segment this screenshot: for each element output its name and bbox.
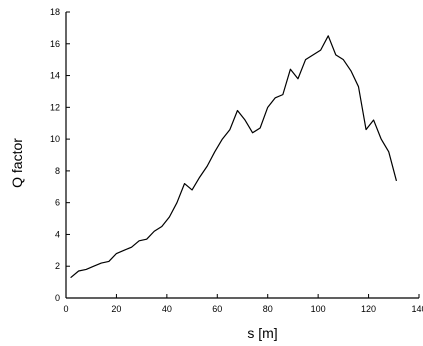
y-tick-label: 14 bbox=[50, 71, 60, 81]
x-tick-label: 140 bbox=[411, 304, 423, 314]
y-tick-label: 4 bbox=[55, 229, 60, 239]
axes bbox=[65, 12, 419, 299]
y-tick-label: 8 bbox=[55, 166, 60, 176]
series-line-1 bbox=[70, 35, 397, 278]
x-tick-label: 0 bbox=[63, 304, 68, 314]
y-tick-label: 10 bbox=[50, 134, 60, 144]
x-tick-label: 100 bbox=[311, 304, 326, 314]
x-tick-label: 40 bbox=[162, 304, 172, 314]
y-tick-label: 12 bbox=[50, 102, 60, 112]
y-axis-label: Q factor bbox=[9, 138, 25, 188]
y-tick-label: 2 bbox=[55, 261, 60, 271]
y-tick-label: 6 bbox=[55, 198, 60, 208]
x-tick-label: 80 bbox=[263, 304, 273, 314]
ticks: 0 20 40 60 80 100 120 140 0 2 4 6 8 10 12 14 16 18 bbox=[50, 7, 423, 314]
y-tick-label: 18 bbox=[50, 7, 60, 17]
y-tick-label: 16 bbox=[50, 39, 60, 49]
y-tick-label: 0 bbox=[55, 293, 60, 303]
series-layer bbox=[70, 35, 397, 278]
x-tick-label: 120 bbox=[361, 304, 376, 314]
x-tick-label: 60 bbox=[212, 304, 222, 314]
x-axis-label: s [m] bbox=[247, 325, 277, 341]
x-tick-label: 20 bbox=[111, 304, 121, 314]
